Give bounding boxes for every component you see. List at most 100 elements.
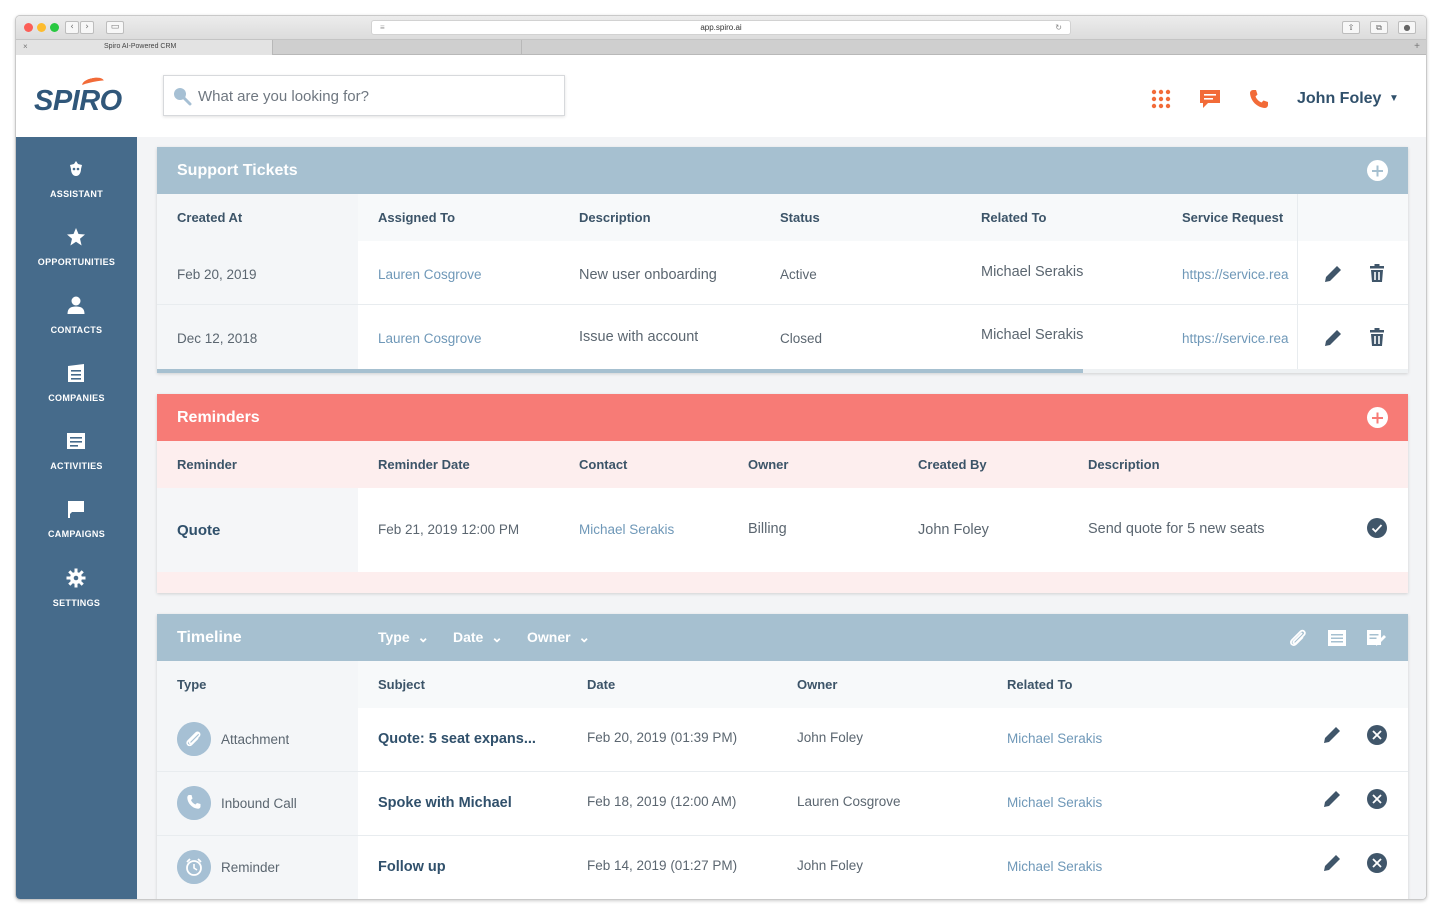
timeline-subject[interactable]: Quote: 5 seat expans... bbox=[378, 731, 536, 747]
edit-icon[interactable] bbox=[1321, 852, 1343, 874]
sidebar-item-contacts[interactable]: CONTACTS bbox=[16, 295, 137, 355]
app-header: SPIRO bbox=[16, 56, 1426, 137]
timeline-subject[interactable]: Follow up bbox=[378, 859, 446, 875]
reminder-name[interactable]: Quote bbox=[177, 522, 221, 539]
back-icon[interactable]: ‹ bbox=[65, 21, 79, 34]
sidebar: ASSISTANT OPPORTUNITIES CONTACTS bbox=[16, 137, 137, 899]
edit-icon[interactable] bbox=[1322, 263, 1344, 285]
remove-icon[interactable] bbox=[1366, 852, 1388, 874]
reminder-created-by: John Foley bbox=[918, 522, 989, 538]
tabs-overview-icon[interactable]: ⧉ bbox=[1370, 21, 1388, 34]
col-description[interactable]: Description bbox=[1088, 457, 1160, 472]
share-icon[interactable]: ⇧ bbox=[1342, 21, 1360, 34]
timeline-related-link[interactable]: Michael Serakis bbox=[1007, 859, 1103, 874]
compose-icon[interactable] bbox=[1365, 627, 1387, 649]
col-contact[interactable]: Contact bbox=[579, 457, 628, 472]
user-name[interactable]: John Foley bbox=[1297, 90, 1382, 107]
ticket-service-link[interactable]: https://service.rea bbox=[1182, 331, 1289, 346]
sidebar-item-activities[interactable]: ACTIVITIES bbox=[16, 431, 137, 491]
sidebar-item-opportunities[interactable]: OPPORTUNITIES bbox=[16, 227, 137, 287]
col-description[interactable]: Description bbox=[579, 210, 651, 225]
sidebar-label: ASSISTANT bbox=[49, 189, 104, 199]
col-related-to[interactable]: Related To bbox=[981, 210, 1047, 225]
address-bar[interactable]: ≡ app.spiro.ai ↻ bbox=[371, 20, 1071, 35]
search-input[interactable] bbox=[198, 84, 548, 108]
search-icon bbox=[174, 88, 192, 106]
ticket-assigned-link[interactable]: Lauren Cosgrove bbox=[378, 267, 482, 282]
row-divider bbox=[157, 771, 1408, 772]
timeline-related-link[interactable]: Michael Serakis bbox=[1007, 795, 1103, 810]
timeline-owner: John Foley bbox=[797, 730, 864, 745]
col-related-to[interactable]: Related To bbox=[1007, 677, 1073, 692]
col-date[interactable]: Date bbox=[587, 677, 616, 692]
extension-icon[interactable]: ● bbox=[1398, 21, 1416, 34]
remove-icon[interactable] bbox=[1366, 788, 1388, 810]
timeline-subject[interactable]: Spoke with Michael bbox=[378, 795, 512, 811]
sidebar-label: COMPANIES bbox=[48, 393, 105, 403]
search-box[interactable] bbox=[163, 75, 565, 116]
sidebar-item-companies[interactable]: COMPANIES bbox=[16, 363, 137, 423]
phone-icon[interactable] bbox=[1249, 89, 1269, 109]
browser-tab[interactable]: × Spiro AI-Powered CRM bbox=[16, 40, 273, 55]
minimize-window-button[interactable] bbox=[37, 23, 46, 32]
col-owner[interactable]: Owner bbox=[797, 677, 838, 692]
col-reminder[interactable]: Reminder bbox=[177, 457, 237, 472]
user-menu-caret-icon[interactable]: ▼ bbox=[1389, 93, 1399, 104]
ticket-service-link[interactable]: https://service.rea bbox=[1182, 267, 1289, 282]
close-tab-icon[interactable]: × bbox=[23, 42, 28, 51]
col-owner[interactable]: Owner bbox=[748, 457, 789, 472]
sidebar-item-assistant[interactable]: ASSISTANT bbox=[16, 159, 137, 219]
timeline-owner: John Foley bbox=[797, 858, 864, 873]
reader-icon[interactable]: ≡ bbox=[380, 23, 385, 32]
phone-icon bbox=[177, 786, 211, 820]
col-reminder-date[interactable]: Reminder Date bbox=[378, 457, 470, 472]
ticket-status: Active bbox=[780, 267, 817, 282]
sidebar-item-campaigns[interactable]: CAMPAIGNS bbox=[16, 499, 137, 559]
chevron-down-icon: ⌄ bbox=[417, 629, 430, 645]
apps-grid-icon[interactable] bbox=[1151, 89, 1171, 109]
add-reminder-button[interactable] bbox=[1367, 407, 1388, 428]
gear-icon bbox=[66, 568, 86, 588]
paperclip-icon[interactable] bbox=[1287, 627, 1309, 649]
reload-icon[interactable]: ↻ bbox=[1055, 23, 1062, 32]
filter-owner[interactable]: Owner ⌄ bbox=[527, 629, 590, 646]
remove-icon[interactable] bbox=[1366, 724, 1388, 746]
zoom-window-button[interactable] bbox=[50, 23, 59, 32]
note-icon[interactable] bbox=[1326, 627, 1348, 649]
filter-date[interactable]: Date ⌄ bbox=[453, 629, 503, 646]
url-text: app.spiro.ai bbox=[700, 23, 742, 32]
forward-icon[interactable]: › bbox=[80, 21, 94, 34]
complete-check-icon[interactable] bbox=[1366, 517, 1388, 539]
col-created-at[interactable]: Created At bbox=[177, 210, 243, 225]
col-service-request[interactable]: Service Request bbox=[1182, 210, 1284, 225]
sidebar-toggle-icon[interactable]: ▭ bbox=[106, 21, 124, 34]
assistant-icon bbox=[70, 161, 82, 176]
timeline-related-link[interactable]: Michael Serakis bbox=[1007, 731, 1103, 746]
col-subject[interactable]: Subject bbox=[378, 677, 425, 692]
horizontal-scrollbar[interactable] bbox=[157, 369, 1408, 373]
edit-icon[interactable] bbox=[1322, 327, 1344, 349]
chat-icon[interactable] bbox=[1199, 89, 1221, 109]
app-root: SPIRO bbox=[16, 56, 1426, 899]
row-bg bbox=[358, 488, 1408, 572]
ticket-assigned-link[interactable]: Lauren Cosgrove bbox=[378, 331, 482, 346]
edit-icon[interactable] bbox=[1321, 724, 1343, 746]
delete-icon[interactable] bbox=[1366, 326, 1388, 348]
browser-window: ‹ › ▭ ≡ app.spiro.ai ↻ ⇧ ⧉ ● × Spiro AI-… bbox=[15, 15, 1427, 900]
ticket-related: Michael Serakis bbox=[981, 264, 1084, 280]
col-status[interactable]: Status bbox=[780, 210, 820, 225]
new-tab-icon[interactable]: + bbox=[1414, 41, 1420, 52]
add-ticket-button[interactable] bbox=[1367, 160, 1388, 181]
col-created-by[interactable]: Created By bbox=[918, 457, 987, 472]
reminder-contact-link[interactable]: Michael Serakis bbox=[579, 522, 675, 537]
col-assigned-to[interactable]: Assigned To bbox=[378, 210, 456, 225]
scrollbar-thumb[interactable] bbox=[157, 369, 1083, 373]
spiro-logo[interactable]: SPIRO bbox=[34, 85, 122, 117]
col-type[interactable]: Type bbox=[177, 677, 207, 692]
delete-icon[interactable] bbox=[1366, 262, 1388, 284]
reminder-date: Feb 21, 2019 12:00 PM bbox=[378, 522, 520, 537]
edit-icon[interactable] bbox=[1321, 788, 1343, 810]
close-window-button[interactable] bbox=[24, 23, 33, 32]
filter-type[interactable]: Type ⌄ bbox=[378, 629, 429, 646]
sidebar-item-settings[interactable]: SETTINGS bbox=[16, 568, 137, 628]
